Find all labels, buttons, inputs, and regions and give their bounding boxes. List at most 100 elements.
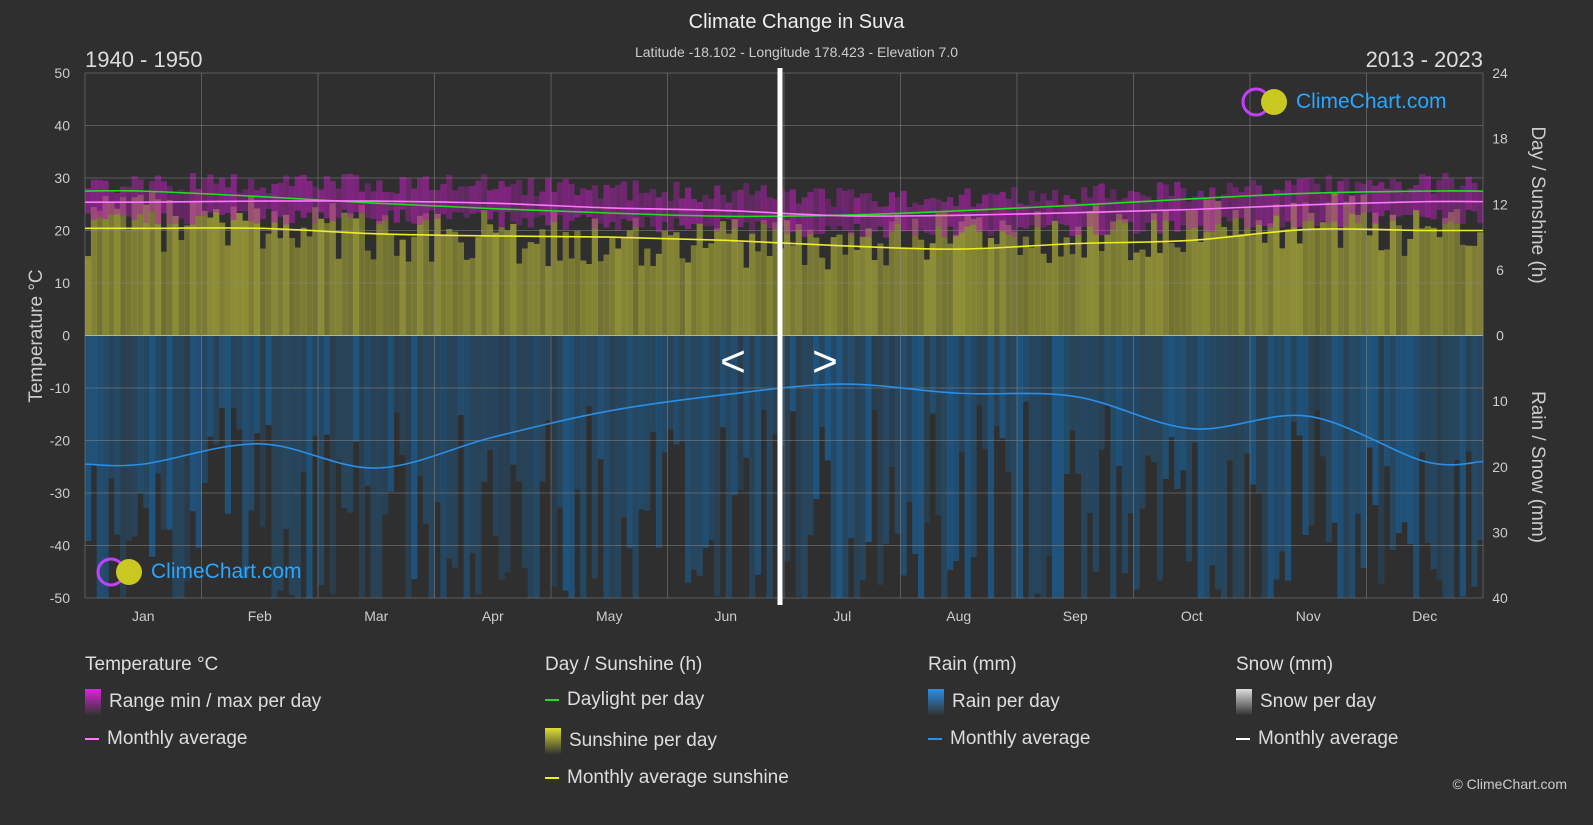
rain-day-bar (620, 335, 628, 518)
sunshine-day-bar (714, 228, 721, 336)
temp-range-day-bar (1448, 178, 1455, 222)
sunshine-day-bar (1261, 242, 1268, 336)
month-tick-label: Oct (1181, 608, 1203, 624)
sunshine-day-bar (1401, 255, 1408, 336)
rain-day-bar (673, 335, 680, 445)
rain-day-bar (1185, 335, 1193, 562)
temp-range-day-bar (818, 188, 826, 234)
legend-item[interactable]: Range min / max per day (85, 689, 321, 715)
rain-day-bar (288, 335, 296, 595)
logo-top[interactable]: ClimeChart.com (1240, 86, 1447, 118)
rain-day-bar (935, 335, 942, 516)
sunshine-day-bar (172, 215, 179, 336)
rain-day-bar (813, 335, 820, 500)
temp-range-day-bar (1226, 182, 1233, 222)
chart-title: Climate Change in Suva (688, 11, 905, 33)
temp-range-day-bar (650, 189, 657, 227)
temp-range-day-bar (1005, 198, 1012, 235)
rain-day-bar (1442, 335, 1449, 598)
rain-day-bar (102, 335, 109, 598)
sunshine-day-bar (1424, 226, 1431, 336)
rain-day-bar (475, 335, 482, 595)
left-tick-label: -50 (50, 590, 70, 606)
rain-day-bar (1069, 335, 1076, 431)
rain-day-bar (1215, 335, 1222, 590)
legend-item[interactable]: Monthly average (1236, 728, 1398, 750)
sunshine-day-bar (760, 219, 767, 336)
sunshine-day-bar (964, 215, 971, 336)
rain-day-bar (1267, 335, 1274, 598)
rain-day-bar (294, 335, 301, 598)
temp-range-day-bar (224, 187, 232, 213)
temp-range-day-bar (1063, 195, 1070, 226)
sunshine-day-bar (1290, 202, 1297, 336)
temp-range-day-bar (1127, 190, 1134, 222)
sunshine-day-bar (352, 218, 360, 336)
temp-range-day-bar (242, 189, 249, 212)
rain-day-bar (341, 335, 348, 508)
next-arrow[interactable]: > (812, 337, 838, 386)
temp-range-day-bar (137, 179, 144, 214)
rain-day-bar (218, 335, 226, 408)
rain-day-bar (830, 335, 837, 598)
legend-group-title: Snow (mm) (1236, 654, 1334, 675)
temp-range-day-bar (481, 174, 488, 212)
legend-item[interactable]: Rain per day (928, 689, 1060, 715)
rain-day-bar (422, 335, 430, 524)
sunshine-day-bar (318, 218, 325, 336)
legend-item[interactable]: Sunshine per day (545, 728, 717, 754)
sunshine-day-bar (114, 208, 121, 336)
sunshine-day-bar (119, 197, 127, 336)
sunshine-day-bar (90, 207, 98, 336)
sunshine-day-bar (1389, 214, 1397, 336)
rain-day-bar (137, 335, 144, 494)
temp-range-day-bar (1308, 177, 1315, 221)
temp-range-day-bar (90, 179, 98, 221)
rain-day-bar (1389, 335, 1397, 551)
legend-item[interactable]: Snow per day (1236, 689, 1376, 715)
sunshine-day-bar (603, 254, 610, 336)
sunshine-day-bar (1477, 232, 1484, 336)
sunshine-day-bar (457, 242, 465, 336)
legend-item[interactable]: Monthly average (928, 728, 1090, 750)
temp-range-day-bar (201, 178, 208, 217)
temp-range-day-bar (306, 180, 313, 213)
month-tick-label: Jun (714, 608, 737, 624)
temp-range-day-bar (568, 183, 575, 221)
rain-day-bar (655, 335, 663, 548)
legend-item[interactable]: Monthly average sunshine (545, 767, 789, 789)
sunshine-day-bar (941, 212, 948, 336)
rain-day-bar (1395, 335, 1402, 534)
sunshine-day-bar (894, 214, 901, 336)
legend-item[interactable]: Daylight per day (545, 689, 704, 711)
sunshine-day-bar (1279, 248, 1286, 336)
temp-range-day-bar (1250, 179, 1257, 228)
sunshine-day-bar (516, 263, 523, 336)
rain-day-bar (853, 335, 861, 598)
temp-range-day-bar (1290, 185, 1297, 228)
sunshine-day-bar (929, 243, 936, 336)
prev-arrow[interactable]: < (720, 337, 746, 386)
rain-day-bar (486, 335, 494, 450)
rain-day-bar (725, 335, 732, 598)
sunshine-day-bar (1139, 249, 1146, 336)
temp-range-day-bar (1453, 189, 1461, 224)
rain-day-bar (1477, 335, 1484, 541)
legend-swatch (545, 699, 559, 701)
sunshine-day-bar (1209, 199, 1216, 336)
sunshine-day-bar (679, 258, 686, 336)
sunshine-day-bar (259, 248, 266, 336)
right-bottom-tick-label: 40 (1492, 590, 1508, 606)
month-tick-label: Jul (833, 608, 851, 624)
rain-day-bar (1238, 335, 1245, 598)
logo-bottom[interactable]: ClimeChart.com (95, 556, 302, 588)
rain-day-bar (551, 335, 558, 587)
sunshine-day-bar (1017, 255, 1024, 336)
rain-day-bar (1453, 335, 1461, 460)
rain-day-bar (352, 335, 360, 442)
temp-range-day-bar (603, 184, 610, 228)
sunshine-day-bar (1407, 238, 1414, 336)
temp-range-day-bar (1238, 191, 1245, 219)
rain-day-bar (650, 335, 657, 432)
legend-item[interactable]: Monthly average (85, 728, 247, 750)
